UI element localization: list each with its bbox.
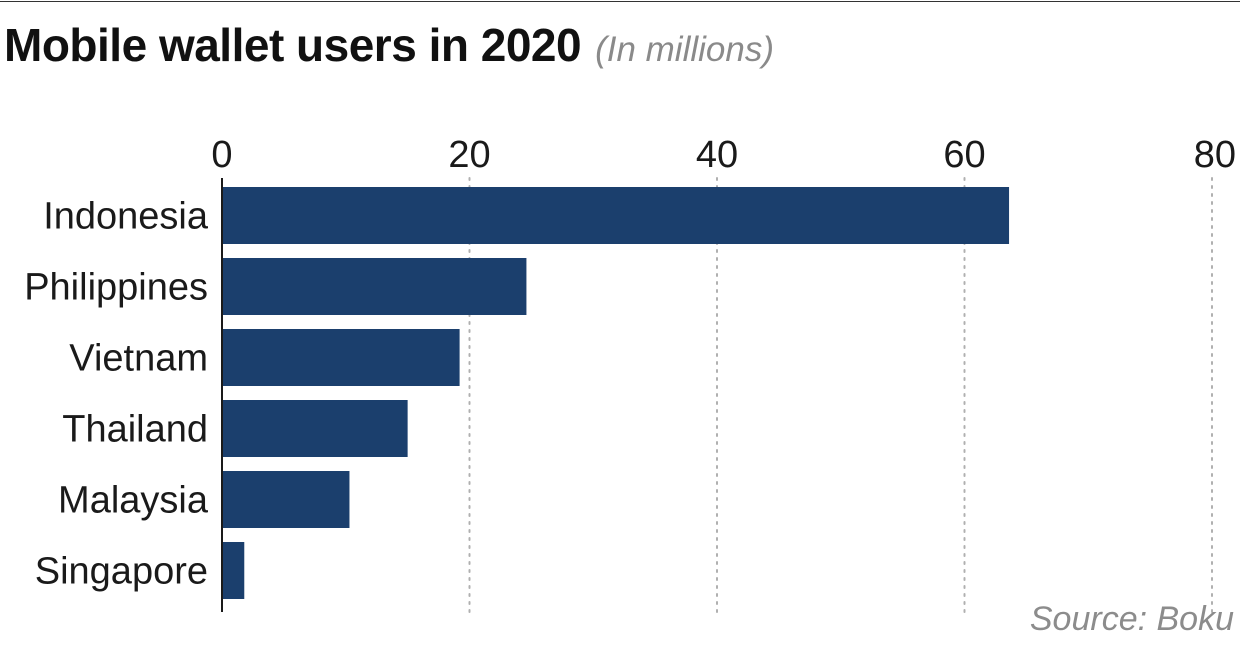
gridlines: [468, 177, 1213, 613]
category-label: Thailand: [62, 409, 208, 451]
bar-malaysia: [222, 471, 350, 528]
category-labels: Indonesia Philippines Vietnam Thailand Malay…: [24, 196, 209, 593]
x-tick-label: 60: [943, 134, 985, 176]
bar-philippines: [222, 258, 527, 315]
source-note: Source: Boku: [1029, 600, 1234, 638]
bar-singapore: [222, 542, 245, 599]
category-label: Singapore: [35, 551, 208, 593]
x-axis-ticks: 0 20 40 60 80: [211, 134, 1236, 176]
chart-subtitle: (In millions): [595, 30, 774, 69]
top-rule: [0, 1, 1240, 2]
x-tick-label: 0: [211, 134, 232, 176]
x-tick-label: 40: [696, 134, 738, 176]
bar-vietnam: [222, 329, 460, 386]
chart-title: Mobile wallet users in 2020: [4, 19, 582, 71]
chart-header: Mobile wallet users in 2020 (In millions): [4, 18, 774, 72]
bars: [222, 187, 1010, 599]
category-label: Philippines: [24, 267, 208, 309]
x-tick-label: 20: [448, 134, 490, 176]
bar-thailand: [222, 400, 408, 457]
category-label: Malaysia: [58, 480, 209, 522]
x-tick-label: 80: [1194, 134, 1236, 176]
bar-indonesia: [222, 187, 1010, 244]
category-label: Vietnam: [69, 338, 208, 380]
category-label: Indonesia: [43, 196, 209, 238]
